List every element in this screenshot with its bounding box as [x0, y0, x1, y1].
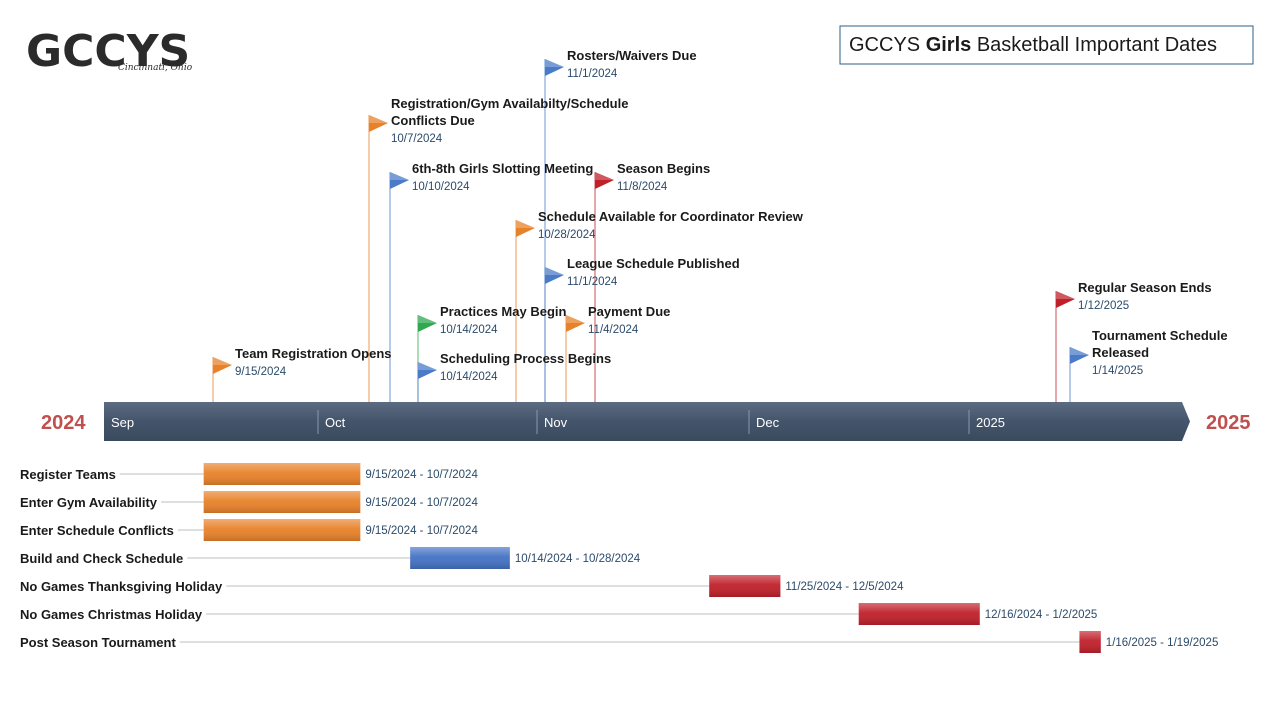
milestone: Practices May Begin 10/14/2024: [417, 304, 567, 402]
milestone: 6th-8th Girls Slotting Meeting 10/10/2024: [389, 161, 593, 402]
timeline-axis: 2024 2025 Sep Oct Nov Dec 2025: [41, 402, 1251, 441]
milestone-flag: [418, 362, 437, 379]
milestone-date: 10/7/2024: [391, 133, 443, 145]
milestone-flag: [213, 357, 232, 374]
milestone: Tournament Schedule Released 1/14/2025: [1069, 328, 1228, 402]
task-date-range: 9/15/2024 - 10/7/2024: [365, 497, 478, 509]
milestone: Payment Due 11/4/2024: [565, 304, 670, 402]
milestone-label: Rosters/Waivers Due: [567, 48, 697, 63]
task-date-range: 9/15/2024 - 10/7/2024: [365, 525, 478, 537]
month-label: 2025: [976, 415, 1005, 430]
milestone-label: Team Registration Opens: [235, 346, 392, 361]
task-label: No Games Thanksgiving Holiday: [20, 579, 223, 594]
milestone: Rosters/Waivers Due 11/1/2024: [544, 48, 697, 402]
task-label: Post Season Tournament: [20, 635, 176, 650]
milestone-date: 10/14/2024: [440, 324, 498, 336]
milestone: Season Begins 11/8/2024: [594, 161, 710, 402]
milestone-flag: [566, 315, 585, 332]
month-label: Nov: [544, 415, 568, 430]
task-date-range: 9/15/2024 - 10/7/2024: [365, 469, 478, 481]
milestone-date: 11/4/2024: [588, 324, 639, 336]
milestone-flag: [516, 220, 535, 237]
milestone-date: 10/10/2024: [412, 181, 470, 193]
task-label: Enter Gym Availability: [20, 495, 158, 510]
month-label: Dec: [756, 415, 780, 430]
gccys-logo: GCCYS Cincinnati, Ohio: [26, 26, 193, 77]
task-label: Register Teams: [20, 467, 116, 482]
milestone-flag: [418, 315, 437, 332]
start-year-label: 2024: [41, 412, 86, 434]
milestone: League Schedule Published 11/1/2024: [544, 256, 740, 402]
task-row: Enter Gym Availability 9/15/2024 - 10/7/2…: [20, 491, 478, 513]
milestone: Regular Season Ends 1/12/2025: [1055, 280, 1212, 402]
task-date-range: 1/16/2025 - 1/19/2025: [1106, 637, 1219, 649]
milestone: Registration/Gym Availabilty/Schedule Con…: [368, 96, 628, 402]
milestone-flag: [545, 59, 564, 76]
task-label: No Games Christmas Holiday: [20, 607, 203, 622]
milestone-date: 11/1/2024: [567, 68, 618, 80]
milestone-date: 1/14/2025: [1092, 365, 1143, 377]
milestone-flag: [545, 267, 564, 284]
logo-text: GCCYS: [26, 26, 190, 77]
task-row: Build and Check Schedule 10/14/2024 - 10/…: [20, 547, 641, 569]
end-year-label: 2025: [1206, 412, 1251, 434]
month-label: Oct: [325, 415, 346, 430]
milestone-flag: [1056, 291, 1075, 308]
milestone-date: 11/1/2024: [567, 276, 618, 288]
milestone-date: 11/8/2024: [617, 181, 668, 193]
title-box: GCCYS Girls Basketball Important Dates: [839, 25, 1254, 65]
milestone-label: Tournament Schedule: [1092, 328, 1228, 343]
milestone-label: Registration/Gym Availabilty/Schedule: [391, 96, 628, 111]
milestone-label: Regular Season Ends: [1078, 280, 1212, 295]
milestone-flag: [595, 172, 614, 189]
task-row: No Games Christmas Holiday 12/16/2024 - 1…: [20, 603, 1097, 625]
milestone-flag: [1070, 347, 1089, 364]
task-date-range: 10/14/2024 - 10/28/2024: [515, 553, 641, 565]
milestone: Scheduling Process Begins 10/14/2024: [417, 351, 611, 402]
task-row: Enter Schedule Conflicts 9/15/2024 - 10/7…: [20, 519, 478, 541]
milestone-date: 1/12/2025: [1078, 300, 1129, 312]
milestone-label: Schedule Available for Coordinator Revie…: [538, 209, 804, 224]
month-label: Sep: [111, 415, 134, 430]
milestone-label: League Schedule Published: [567, 256, 740, 271]
milestone-date: 9/15/2024: [235, 366, 287, 378]
milestones: Rosters/Waivers Due11/1/2024Registration…: [212, 48, 1228, 402]
month-labels: Sep Oct Nov Dec 2025: [111, 410, 1005, 434]
page-title: GCCYS Girls Basketball Important Dates: [849, 34, 1217, 56]
milestone-label: Payment Due: [588, 304, 670, 319]
milestone-label: Season Begins: [617, 161, 710, 176]
milestone-label: Scheduling Process Begins: [440, 351, 611, 366]
milestone-flag: [390, 172, 409, 189]
milestone-label: Released: [1092, 345, 1149, 360]
milestone: Schedule Available for Coordinator Revie…: [515, 209, 804, 402]
milestone: Team Registration Opens 9/15/2024: [212, 346, 392, 402]
milestone-date: 10/28/2024: [538, 229, 596, 241]
task-bars: Register Teams 9/15/2024 - 10/7/2024Enter…: [20, 463, 1218, 653]
task-label: Build and Check Schedule: [20, 551, 183, 566]
task-row: No Games Thanksgiving Holiday 11/25/2024 …: [20, 575, 904, 597]
task-row: Register Teams 9/15/2024 - 10/7/2024: [20, 463, 478, 485]
milestone-date: 10/14/2024: [440, 371, 498, 383]
task-date-range: 11/25/2024 - 12/5/2024: [785, 581, 904, 593]
logo-subtext: Cincinnati, Ohio: [118, 63, 193, 73]
milestone-label: Practices May Begin: [440, 304, 567, 319]
task-label: Enter Schedule Conflicts: [20, 523, 174, 538]
milestone-flag: [369, 115, 388, 132]
task-date-range: 12/16/2024 - 1/2/2025: [985, 609, 1098, 621]
task-row: Post Season Tournament 1/16/2025 - 1/19/2…: [20, 631, 1218, 653]
milestone-label: 6th-8th Girls Slotting Meeting: [412, 161, 593, 176]
milestone-label: Conflicts Due: [391, 113, 475, 128]
